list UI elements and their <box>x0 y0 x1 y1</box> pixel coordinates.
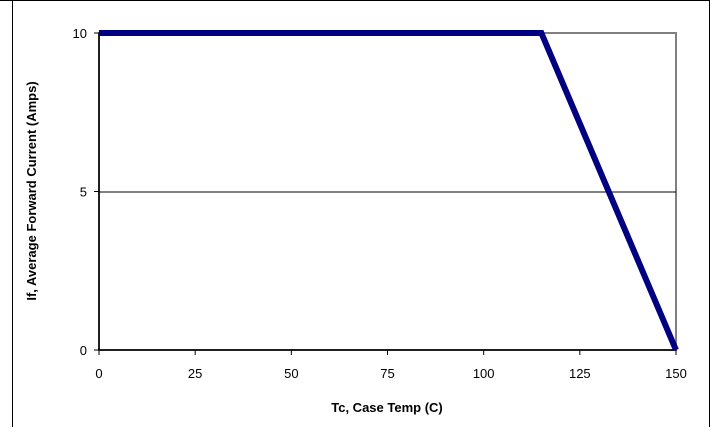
y-tick-labels: 0 5 10 <box>73 26 87 358</box>
x-tick-label-150: 150 <box>665 366 687 381</box>
x-tick-label-75: 75 <box>380 366 394 381</box>
x-axis-title: Tc, Case Temp (C) <box>331 400 442 415</box>
y-axis-title: If, Average Forward Current (Amps) <box>24 81 39 300</box>
y-tick-label-5: 5 <box>80 185 87 200</box>
y-tick-label-0: 0 <box>80 343 87 358</box>
x-tick-label-25: 25 <box>188 366 202 381</box>
x-tick-labels: 0 25 50 75 100 125 150 <box>95 366 686 381</box>
y-tick-label-10: 10 <box>73 26 87 41</box>
x-tick-label-125: 125 <box>569 366 591 381</box>
x-tick-label-0: 0 <box>95 366 102 381</box>
series-line-1 <box>99 30 679 352</box>
series-layer <box>99 30 679 352</box>
axes <box>94 32 677 355</box>
x-tick-label-100: 100 <box>473 366 495 381</box>
x-tick-label-50: 50 <box>284 366 298 381</box>
